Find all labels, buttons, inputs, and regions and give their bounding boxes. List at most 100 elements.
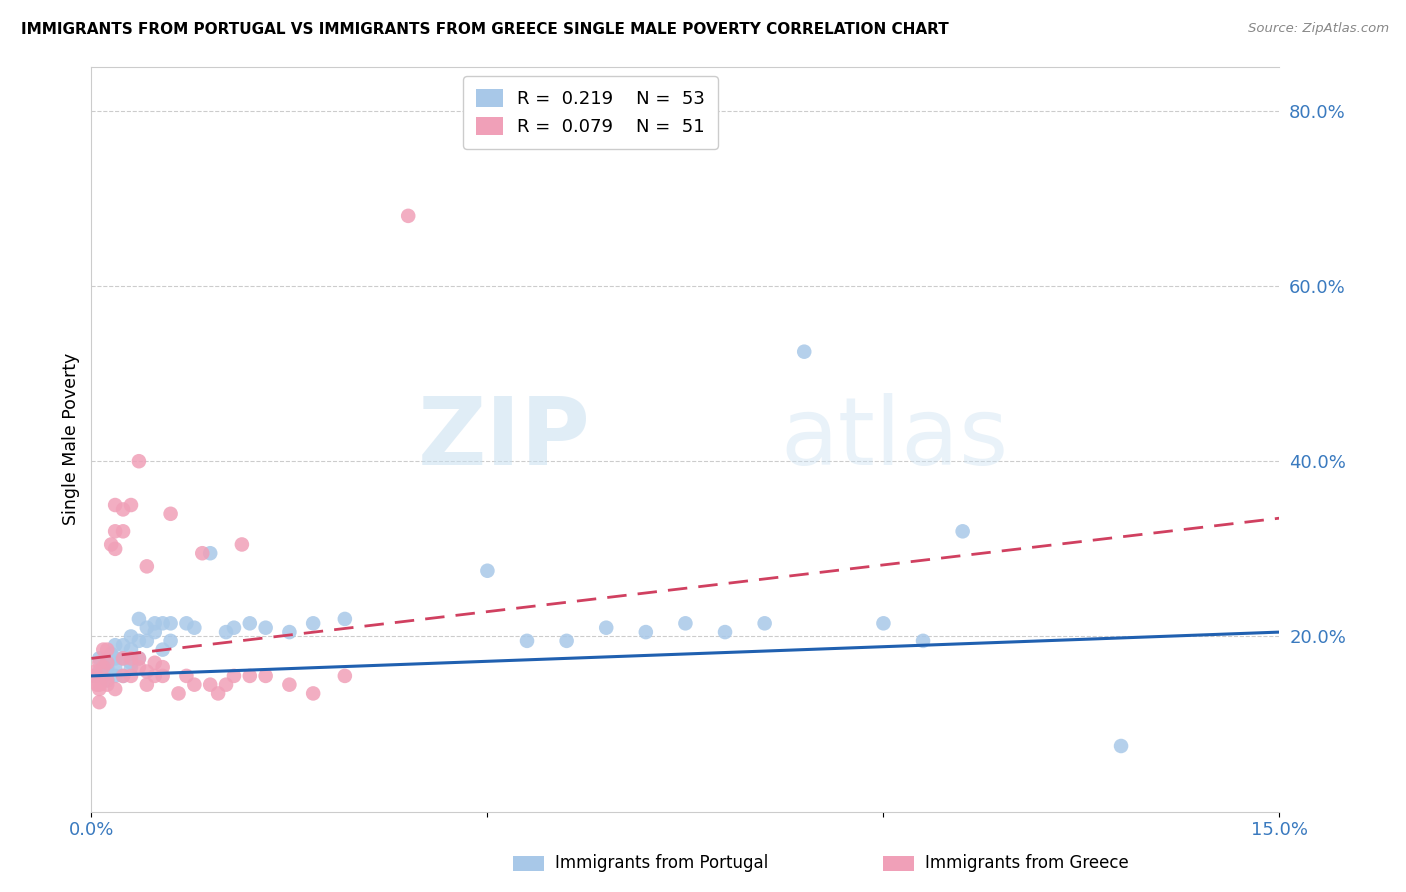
Point <box>91 669 114 683</box>
Point <box>104 651 127 665</box>
Point <box>112 502 135 516</box>
Text: ZIP: ZIP <box>418 393 591 485</box>
Legend: R =  0.219    N =  53, R =  0.079    N =  51: R = 0.219 N = 53, R = 0.079 N = 51 <box>463 76 717 149</box>
Point <box>89 656 111 670</box>
Point <box>120 630 142 644</box>
Point <box>89 681 111 696</box>
Point <box>911 633 934 648</box>
Point <box>673 616 696 631</box>
Point <box>555 633 578 648</box>
Point <box>100 537 122 551</box>
Point <box>112 651 135 665</box>
Point <box>96 656 118 670</box>
Y-axis label: Single Male Poverty: Single Male Poverty <box>62 353 80 525</box>
Point <box>100 647 122 661</box>
Point <box>83 669 105 683</box>
Point <box>952 524 974 539</box>
Point <box>222 621 245 635</box>
Point <box>333 612 356 626</box>
Point <box>89 651 111 665</box>
Point <box>128 633 150 648</box>
Point <box>714 625 737 640</box>
Point <box>120 656 142 670</box>
Point <box>159 616 181 631</box>
Point <box>104 638 127 652</box>
Point <box>120 651 142 665</box>
Point <box>84 665 107 679</box>
Point <box>754 616 776 631</box>
Point <box>215 678 238 692</box>
Point <box>112 638 135 652</box>
Point <box>143 616 166 631</box>
Point <box>872 616 894 631</box>
Point <box>793 344 815 359</box>
Text: Source: ZipAtlas.com: Source: ZipAtlas.com <box>1249 22 1389 36</box>
Point <box>96 642 118 657</box>
Point <box>477 564 499 578</box>
Point <box>200 678 222 692</box>
Point <box>143 669 166 683</box>
Point <box>96 678 118 692</box>
Point <box>135 665 157 679</box>
Point <box>89 678 111 692</box>
Point <box>143 625 166 640</box>
Point <box>104 669 127 683</box>
Point <box>152 642 174 657</box>
Point <box>135 678 157 692</box>
Point <box>128 612 150 626</box>
Point <box>215 625 238 640</box>
Point <box>135 621 157 635</box>
Point <box>176 669 198 683</box>
Point <box>176 616 198 631</box>
Point <box>167 686 190 700</box>
Point <box>634 625 657 640</box>
Point <box>302 616 325 631</box>
Point <box>96 660 118 674</box>
Point <box>128 651 150 665</box>
Point <box>254 669 277 683</box>
Point <box>96 673 118 688</box>
Text: Immigrants from Greece: Immigrants from Greece <box>925 855 1129 872</box>
Point <box>104 681 127 696</box>
Point <box>128 651 150 665</box>
Point <box>516 633 538 648</box>
Point <box>128 660 150 674</box>
Point <box>84 669 107 683</box>
Point <box>143 656 166 670</box>
Point <box>128 454 150 468</box>
Point <box>89 665 111 679</box>
Point <box>104 524 127 539</box>
Point <box>91 642 114 657</box>
Point <box>239 616 262 631</box>
Point <box>183 621 205 635</box>
Point <box>333 669 356 683</box>
Point <box>595 621 617 635</box>
Point <box>112 524 135 539</box>
Point <box>112 651 135 665</box>
Point <box>89 695 111 709</box>
Point <box>112 669 135 683</box>
Point <box>159 633 181 648</box>
Point <box>396 209 419 223</box>
Point <box>86 678 108 692</box>
Point <box>96 656 118 670</box>
Point <box>135 559 157 574</box>
Point <box>104 541 127 556</box>
Point <box>152 660 174 674</box>
Point <box>120 498 142 512</box>
Text: IMMIGRANTS FROM PORTUGAL VS IMMIGRANTS FROM GREECE SINGLE MALE POVERTY CORRELATI: IMMIGRANTS FROM PORTUGAL VS IMMIGRANTS F… <box>21 22 949 37</box>
Point <box>135 633 157 648</box>
Point <box>120 669 142 683</box>
Point <box>278 625 301 640</box>
Point <box>120 660 142 674</box>
Point <box>200 546 222 560</box>
Point <box>1109 739 1132 753</box>
Point <box>104 498 127 512</box>
Point <box>207 686 229 700</box>
Point <box>183 678 205 692</box>
Point <box>278 678 301 692</box>
Point <box>104 660 127 674</box>
Point <box>91 660 114 674</box>
Text: Immigrants from Portugal: Immigrants from Portugal <box>555 855 769 872</box>
Point <box>96 673 118 688</box>
